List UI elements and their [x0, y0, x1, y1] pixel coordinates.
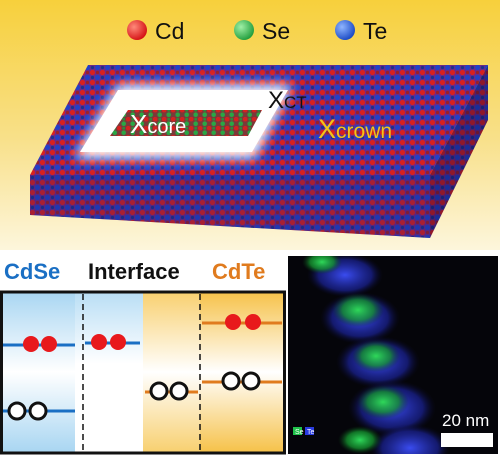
hole — [149, 381, 169, 401]
eds-te-label: Te — [307, 429, 315, 436]
hole — [28, 401, 48, 421]
se-color-swatch — [293, 427, 302, 435]
atom-legend: Cd Se Te — [127, 18, 387, 44]
cdse-core — [110, 110, 262, 136]
hole — [7, 401, 27, 421]
crown-label: Xcrown — [318, 114, 392, 144]
cdse-region — [3, 292, 75, 452]
interface-right-region — [143, 292, 200, 452]
eds-se-label: Se — [295, 429, 304, 436]
platelet-side-face — [430, 65, 488, 238]
legend-se-label: Se — [262, 18, 290, 44]
nanoplatelet: Xcore XCT Xcrown — [30, 65, 488, 238]
scale-bar — [441, 433, 493, 447]
hole — [169, 381, 189, 401]
cdte-title: CdTe — [212, 259, 265, 284]
interface-title: Interface — [88, 259, 180, 284]
scale-bar-label: 20 nm — [442, 411, 489, 430]
ct-label: XCT — [268, 87, 307, 114]
cdse-title: CdSe — [4, 259, 60, 284]
interface-left-region — [75, 292, 143, 452]
electron — [23, 336, 39, 352]
electron — [91, 334, 107, 350]
electron — [41, 336, 57, 352]
band-diagram-frame — [0, 290, 286, 455]
eds-map: Se Te 20 nm — [288, 256, 498, 454]
platelet-front-face — [30, 175, 430, 238]
te-atom-icon — [335, 20, 355, 40]
electron — [225, 314, 241, 330]
legend-cd-label: Cd — [155, 18, 184, 44]
hole — [241, 371, 261, 391]
cd-atom-icon — [127, 20, 147, 40]
band-diagram: CdSe Interface CdTe — [0, 259, 286, 455]
se-atom-icon — [234, 20, 254, 40]
legend-te-label: Te — [363, 18, 387, 44]
electron — [110, 334, 126, 350]
core-label: Xcore — [130, 109, 186, 139]
cdte-region — [200, 292, 284, 452]
te-color-swatch — [305, 427, 314, 435]
electron — [245, 314, 261, 330]
hole — [221, 371, 241, 391]
